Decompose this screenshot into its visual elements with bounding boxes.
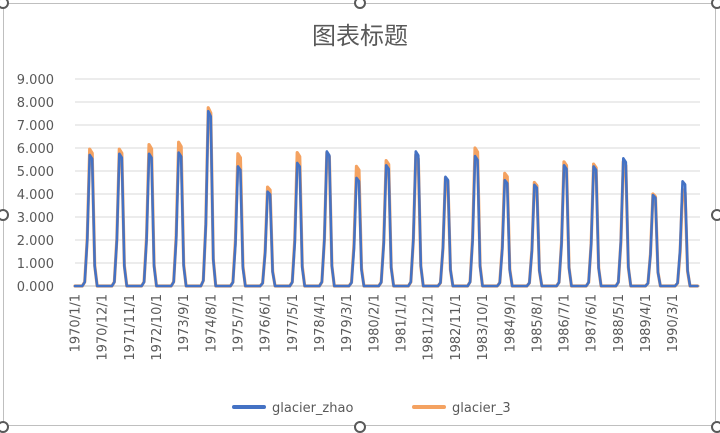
x-tick-label: 1973/9/1 [177, 294, 192, 352]
y-tick-label: 3.000 [17, 211, 54, 226]
x-tick-label: 1971/11/1 [123, 294, 138, 361]
y-tick-label: 8.000 [17, 96, 54, 111]
x-tick-label: 1970/1/1 [69, 294, 84, 352]
series-line-glacier_zhao [73, 109, 699, 288]
x-tick-label: 1984/9/1 [503, 294, 518, 352]
x-tick-label: 1972/10/1 [150, 294, 165, 361]
x-tick-label: 1981/1/1 [395, 294, 410, 352]
x-tick-label: 1990/3/1 [666, 294, 681, 352]
gridlines [75, 78, 700, 287]
x-tick-label: 1989/4/1 [639, 294, 654, 352]
resize-handle-top-center[interactable] [354, 0, 366, 9]
x-tick-label: 1987/6/1 [585, 294, 600, 352]
chart-title[interactable]: 图表标题 [312, 22, 408, 50]
y-tick-label: 1.000 [17, 257, 54, 272]
resize-handle-middle-left[interactable] [0, 209, 9, 221]
x-tick-label: 1985/8/1 [530, 294, 545, 352]
x-tick-label: 1979/3/1 [340, 294, 355, 352]
x-tick-label: 1980/2/1 [367, 294, 382, 352]
legend-label-glacier_zhao: glacier_zhao [272, 401, 353, 416]
x-axis[interactable]: 1970/1/1 1970/12/1 1971/11/1 1972/10/1 1973/… [69, 294, 682, 361]
x-tick-label: 1981/12/1 [422, 294, 437, 361]
y-tick-label: 6.000 [17, 142, 54, 157]
x-tick-label: 1988/5/1 [612, 294, 627, 352]
series-line-glacier_3 [73, 106, 700, 288]
legend-label-glacier_3: glacier_3 [452, 401, 511, 416]
y-tick-label: 7.000 [17, 119, 54, 134]
x-tick-label: 1976/6/1 [259, 294, 274, 352]
x-tick-label: 1978/4/1 [313, 294, 328, 352]
resize-handle-top-left[interactable] [0, 0, 9, 9]
y-tick-label: 4.000 [17, 188, 54, 203]
y-axis[interactable]: 0.000 1.000 2.000 3.000 4.000 5.000 6.000 7.000… [17, 73, 54, 295]
x-tick-label: 1977/5/1 [286, 294, 301, 352]
x-tick-label: 1975/7/1 [231, 294, 246, 352]
y-tick-label: 9.000 [17, 73, 54, 88]
y-tick-label: 5.000 [17, 165, 54, 180]
x-tick-label: 1986/7/1 [557, 294, 572, 352]
resize-handle-top-right[interactable] [711, 0, 720, 9]
plot-area[interactable] [73, 106, 700, 288]
x-tick-label: 1983/10/1 [476, 294, 491, 361]
y-tick-label: 2.000 [17, 234, 54, 249]
x-tick-label: 1974/8/1 [204, 294, 219, 352]
resize-handle-middle-right[interactable] [711, 209, 720, 221]
y-tick-label: 0.000 [17, 280, 54, 295]
x-tick-label: 1982/11/1 [449, 294, 464, 361]
x-tick-label: 1970/12/1 [96, 294, 111, 361]
legend[interactable]: glacier_zhao glacier_3 [232, 401, 511, 416]
